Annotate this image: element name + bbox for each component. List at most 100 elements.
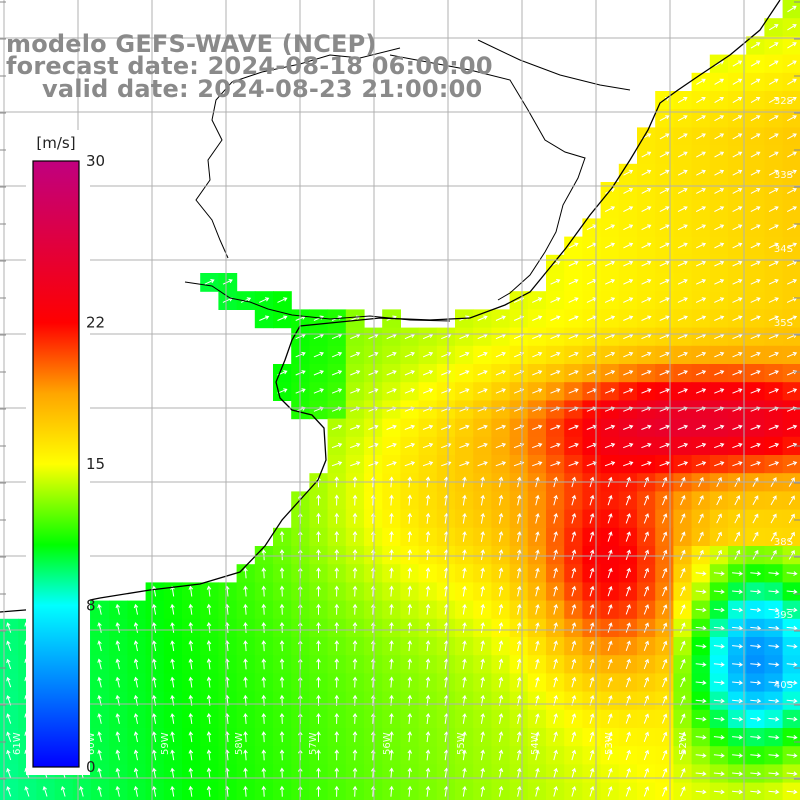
wind-arrow xyxy=(170,585,175,597)
wind-arrow xyxy=(659,424,670,430)
wind-arrow xyxy=(696,78,706,85)
wind-arrow xyxy=(535,567,540,579)
wind-arrow xyxy=(535,658,540,670)
wind-arrow xyxy=(750,60,761,67)
wind-arrow xyxy=(535,512,540,524)
wind-arrow xyxy=(659,206,670,213)
wind-arrow xyxy=(768,78,779,85)
wind-arrow xyxy=(768,260,779,267)
wind-arrow xyxy=(768,735,780,740)
wind-arrow xyxy=(425,640,431,652)
wind-arrow xyxy=(732,206,743,213)
colorbar-ticks: 30 22 15 8 0 xyxy=(86,152,105,776)
wind-arrow xyxy=(680,658,686,670)
colorbar-tick-label: 8 xyxy=(86,596,96,614)
wind-arrow xyxy=(714,115,725,122)
wind-arrow xyxy=(696,115,706,122)
wind-arrow xyxy=(498,640,504,652)
wind-arrow xyxy=(732,370,743,376)
wind-arrow xyxy=(352,785,358,797)
wind-arrow xyxy=(222,279,233,285)
wind-arrow xyxy=(623,315,634,321)
wind-arrow xyxy=(133,713,139,724)
wind-arrow xyxy=(495,370,506,376)
wind-arrow xyxy=(334,640,340,652)
wind-arrow xyxy=(243,767,248,779)
wind-arrow xyxy=(316,785,321,797)
wind-arrow xyxy=(604,370,616,376)
wind-arrow xyxy=(768,442,780,449)
wind-arrow xyxy=(459,370,470,376)
wind-arrow xyxy=(768,625,780,631)
wind-arrow xyxy=(714,97,725,104)
wind-arrow xyxy=(188,767,194,779)
wind-arrow xyxy=(368,351,379,358)
wind-arrow xyxy=(477,351,488,358)
wind-arrow xyxy=(625,494,631,506)
wind-arrow xyxy=(661,495,668,506)
wind-arrow xyxy=(334,621,340,633)
wind-arrow xyxy=(407,603,413,615)
wind-arrow xyxy=(571,658,577,670)
wind-arrow xyxy=(732,224,743,231)
wind-arrow xyxy=(786,716,798,722)
wind-arrow xyxy=(677,388,688,394)
wind-arrow xyxy=(206,603,212,615)
wind-arrow xyxy=(680,768,686,779)
wind-arrow xyxy=(677,151,688,158)
wind-arrow xyxy=(604,461,616,467)
wind-arrow xyxy=(316,585,321,597)
wind-arrow xyxy=(680,622,686,633)
wind-arrow xyxy=(133,603,139,615)
wind-arrow xyxy=(641,151,652,158)
wind-arrow xyxy=(732,662,744,667)
wind-arrow xyxy=(480,676,485,688)
wind-arrow xyxy=(643,786,650,797)
wind-arrow xyxy=(97,785,102,797)
wind-arrow xyxy=(206,621,212,633)
wind-arrow xyxy=(625,749,631,761)
wind-arrow xyxy=(459,442,470,449)
wind-arrow xyxy=(516,622,522,633)
wind-arrow xyxy=(661,749,668,761)
wind-arrow xyxy=(732,242,743,249)
wind-arrow xyxy=(607,494,613,506)
wind-arrow xyxy=(279,567,285,579)
wind-arrow xyxy=(604,279,616,285)
wind-arrow xyxy=(152,640,157,652)
wind-arrow xyxy=(768,242,779,249)
wind-arrow xyxy=(350,351,361,358)
wind-arrow xyxy=(316,767,321,779)
wind-arrow xyxy=(243,603,248,615)
wind-arrow xyxy=(786,242,798,249)
latitude-label: 39S xyxy=(774,610,793,621)
wind-arrow xyxy=(495,315,506,321)
wind-arrow xyxy=(498,494,504,506)
wind-arrow xyxy=(768,680,780,686)
wind-arrow xyxy=(495,388,506,394)
wind-arrow xyxy=(695,461,707,467)
wind-arrow xyxy=(422,461,434,467)
wind-arrow xyxy=(732,789,744,795)
wind-arrow xyxy=(768,60,779,67)
wind-arrow xyxy=(750,753,762,758)
longitude-label: 54W xyxy=(530,732,541,755)
wind-arrow xyxy=(370,530,376,542)
wind-arrow xyxy=(370,567,376,579)
wind-arrow xyxy=(407,621,413,633)
wind-arrow xyxy=(695,662,707,667)
wind-arrow xyxy=(480,731,485,743)
wind-arrow xyxy=(331,461,343,467)
colorbar-tick-label: 22 xyxy=(86,314,105,332)
wind-arrow xyxy=(750,388,761,394)
wind-arrow xyxy=(115,622,121,633)
wind-arrow xyxy=(695,224,707,231)
wind-arrow xyxy=(695,260,707,267)
wind-arrow xyxy=(535,549,540,561)
wind-arrow xyxy=(604,297,616,303)
wind-arrow xyxy=(750,698,762,704)
wind-arrow xyxy=(516,531,522,542)
longitude-label: 52W xyxy=(678,732,689,755)
wind-arrow xyxy=(407,658,413,670)
wind-arrow xyxy=(571,713,577,724)
